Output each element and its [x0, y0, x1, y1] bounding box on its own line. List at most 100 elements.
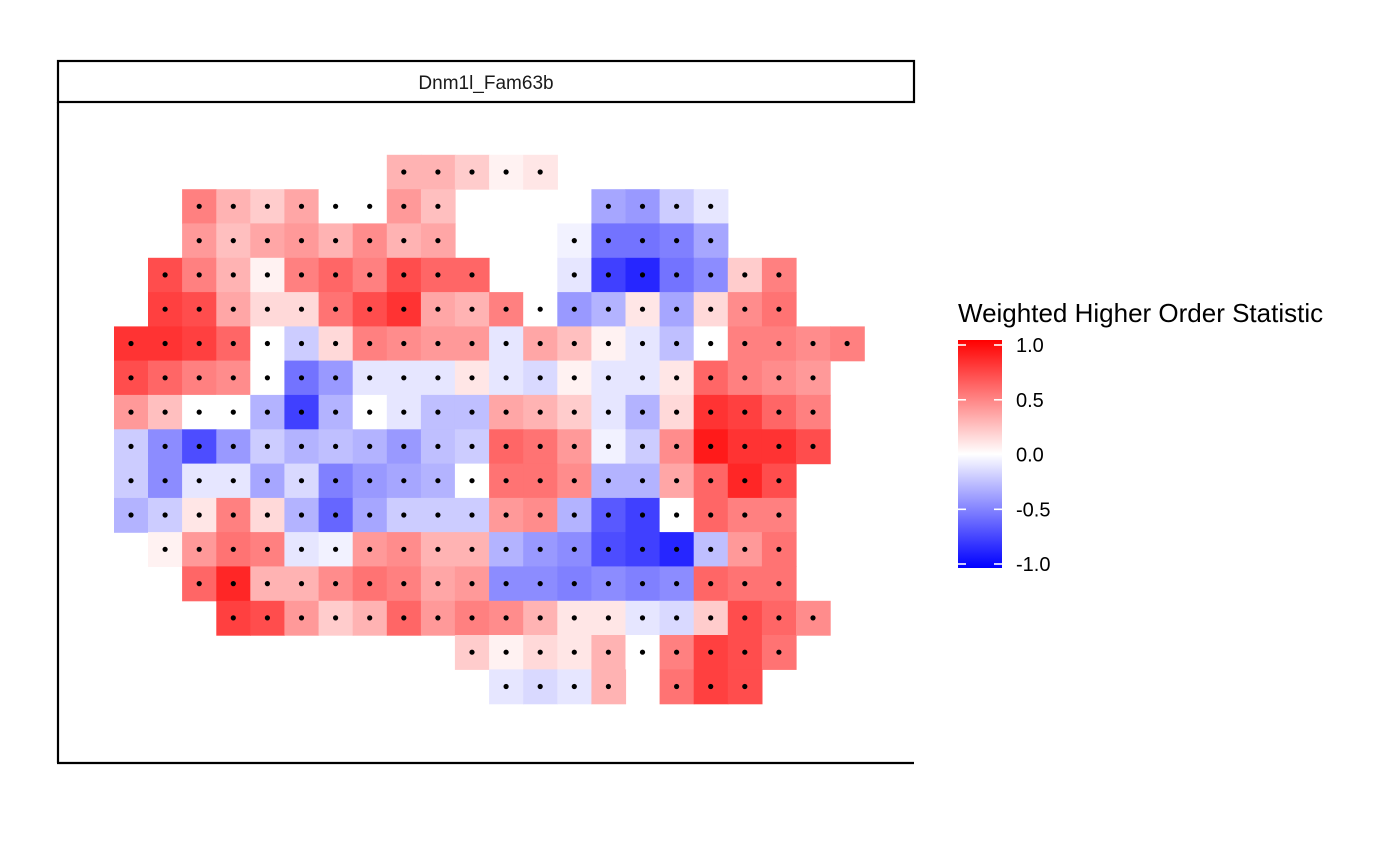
spot-point [196, 478, 202, 484]
spot-point [537, 512, 543, 518]
spot-point [264, 581, 270, 587]
spot-point [639, 512, 646, 518]
spot-point [674, 443, 680, 449]
spot-point [742, 478, 748, 484]
spot-point [776, 340, 782, 347]
spot-point [128, 375, 134, 381]
spot-point [503, 512, 509, 518]
spot-point [571, 306, 577, 312]
spot-point [776, 409, 782, 415]
spot-point [503, 683, 509, 690]
spot-point [674, 683, 680, 690]
spot-point [844, 340, 850, 347]
spot-point [571, 581, 577, 587]
spot-point [298, 478, 305, 484]
spot-point [264, 615, 270, 621]
spot-point [401, 238, 407, 244]
spot-point [162, 306, 168, 312]
legend-tick-label: 0.5 [1016, 390, 1044, 412]
spot-point [776, 615, 782, 621]
spot-point [333, 615, 339, 621]
spot-point [503, 546, 509, 552]
spot-point [401, 512, 407, 518]
spot-point [639, 478, 646, 484]
spot-point [196, 306, 202, 312]
spot-point [708, 615, 714, 621]
spot-point [298, 340, 305, 347]
spot-point [196, 340, 202, 347]
spot-point [776, 272, 782, 278]
spot-point [196, 272, 202, 278]
spot-point [605, 546, 612, 552]
spot-point [230, 306, 236, 312]
spot-point [742, 375, 748, 381]
spot-point [333, 546, 339, 552]
spot-point [639, 443, 646, 449]
spot-point [333, 306, 339, 312]
spot-point [674, 340, 680, 347]
spot-point [537, 409, 543, 415]
spot-point [435, 238, 441, 244]
spot-point [196, 546, 202, 552]
spot-point [128, 443, 134, 449]
spot-point [435, 409, 441, 415]
spot-point [128, 409, 134, 415]
spot-point [196, 443, 202, 449]
heatmap-cells [114, 154, 865, 705]
heatmap-spots [128, 169, 850, 690]
spot-point [503, 649, 509, 655]
spot-point [469, 512, 475, 518]
spot-point [230, 581, 236, 587]
spot-point [605, 203, 612, 209]
spot-point [469, 272, 475, 278]
spot-point [674, 581, 680, 587]
legend-tick-label: -0.5 [1016, 499, 1050, 521]
spot-point [776, 478, 782, 484]
spot-point [435, 478, 441, 484]
spot-point [503, 340, 509, 347]
spot-point [162, 546, 168, 552]
spot-point [537, 306, 543, 312]
spot-point [367, 375, 373, 381]
spot-point [503, 409, 509, 415]
spot-point [230, 443, 236, 449]
spot-point [196, 238, 202, 244]
spot-point [367, 203, 373, 209]
spot-point [367, 546, 373, 552]
spot-point [605, 615, 612, 621]
spot-point [401, 581, 407, 587]
spot-point [298, 615, 305, 621]
legend-ticks: 1.0 0.5 0.0 -0.5 -1.0 [958, 335, 1050, 576]
spot-point [367, 443, 373, 449]
spot-point [367, 238, 373, 244]
spot-point [230, 615, 236, 621]
spot-point [605, 409, 612, 415]
spot-point [674, 409, 680, 415]
spot-point [708, 306, 714, 312]
spot-point [605, 443, 612, 449]
spot-point [469, 375, 475, 381]
spot-point [264, 340, 270, 347]
spot-point [776, 581, 782, 587]
spot-point [571, 375, 577, 381]
spot-point [742, 581, 748, 587]
spot-point [674, 238, 680, 244]
spot-point [333, 512, 339, 518]
spot-point [503, 306, 509, 312]
spot-point [128, 512, 134, 518]
spot-point [674, 546, 680, 552]
spot-point [333, 272, 339, 278]
spot-point [264, 478, 270, 484]
spot-point [537, 340, 543, 347]
spot-point [230, 340, 236, 347]
spot-point [537, 649, 543, 655]
spot-point [776, 306, 782, 312]
spot-point [742, 409, 748, 415]
spot-point [674, 203, 680, 209]
spot-point [162, 340, 168, 347]
spot-point [605, 512, 612, 518]
legend: Weighted Higher Order Statistic 1.0 0.5 0.… [958, 298, 1323, 576]
spot-point [674, 375, 680, 381]
spot-point [196, 581, 202, 587]
spot-point [571, 683, 577, 690]
